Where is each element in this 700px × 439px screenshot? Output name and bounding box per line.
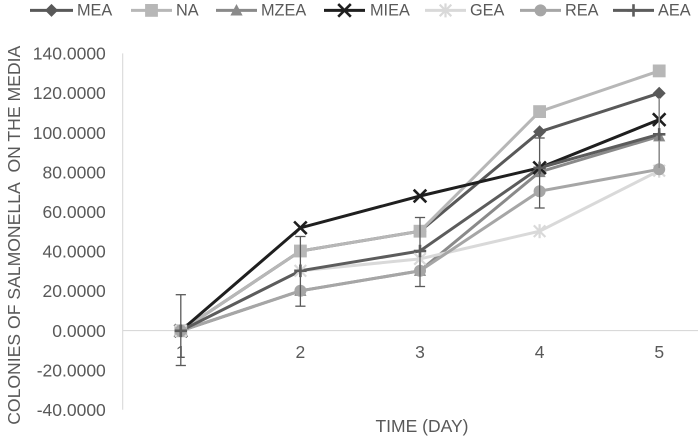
svg-text:40.0000: 40.0000 <box>43 242 107 262</box>
svg-text:2: 2 <box>296 342 306 362</box>
svg-text:MIEA: MIEA <box>370 2 410 20</box>
svg-text:TIME (DAY): TIME (DAY) <box>375 416 468 436</box>
svg-text:AEA: AEA <box>658 2 691 20</box>
svg-text:-40.0000: -40.0000 <box>37 400 106 420</box>
svg-text:80.0000: 80.0000 <box>43 162 107 182</box>
svg-text:100.0000: 100.0000 <box>33 123 106 143</box>
svg-text:MZEA: MZEA <box>261 2 306 20</box>
svg-text:-20.0000: -20.0000 <box>37 360 106 380</box>
svg-text:NA: NA <box>176 2 199 20</box>
svg-text:140.0000: 140.0000 <box>33 44 106 64</box>
svg-text:MEA: MEA <box>77 2 112 20</box>
svg-text:5: 5 <box>654 342 664 362</box>
svg-text:GEA: GEA <box>470 2 505 20</box>
svg-text:COLONIES OF SALMONELLA ON THE: COLONIES OF SALMONELLA ON THE MEDIA <box>4 46 24 425</box>
svg-text:120.0000: 120.0000 <box>33 83 106 103</box>
svg-text:20.0000: 20.0000 <box>43 281 107 301</box>
svg-text:60.0000: 60.0000 <box>43 202 107 222</box>
svg-text:REA: REA <box>565 2 599 20</box>
svg-text:0.0000: 0.0000 <box>52 321 106 341</box>
svg-text:4: 4 <box>535 342 545 362</box>
svg-text:3: 3 <box>415 342 425 362</box>
